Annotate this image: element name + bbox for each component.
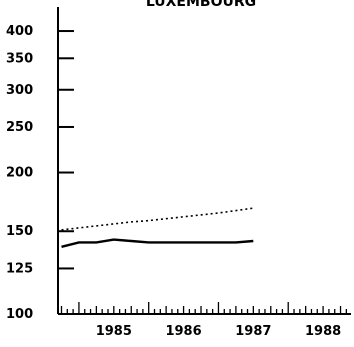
y-tick-label: 150: [6, 224, 33, 239]
axes: [57, 7, 351, 315]
y-tick-label: 300: [6, 83, 33, 98]
y-tick-label: 250: [6, 120, 33, 135]
series-line-1: [61, 207, 254, 231]
series-line-2: [61, 238, 254, 248]
y-tick-label: 125: [6, 261, 33, 276]
x-tick-labels: 1985 1986 1987 1988: [96, 324, 341, 339]
y-tick-label: 200: [6, 166, 33, 181]
x-tick-label: 1988: [305, 324, 341, 339]
x-tick-label: 1985: [96, 324, 132, 339]
chart-title: LUXEMBOURG: [146, 0, 256, 10]
series-group: [61, 207, 254, 248]
y-tick-label: 100: [6, 307, 33, 322]
x-tick-label: 1987: [235, 324, 271, 339]
y-tick-label: 350: [6, 51, 33, 66]
y-tick-labels: 100 125 150 200 250 300 350 400: [6, 24, 33, 322]
y-tick-label: 400: [6, 24, 33, 39]
x-tick-label: 1986: [165, 324, 201, 339]
